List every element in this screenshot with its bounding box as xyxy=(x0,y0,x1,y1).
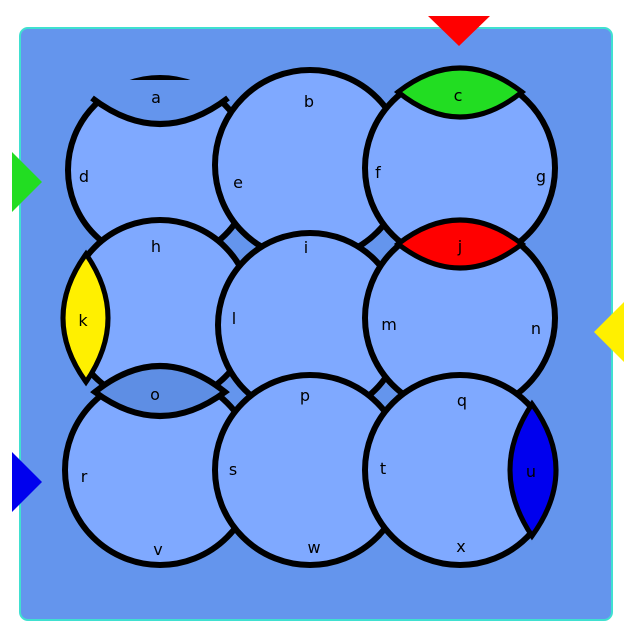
arrow-left-blue[interactable] xyxy=(12,452,42,512)
label-f: f xyxy=(375,163,381,182)
label-n: n xyxy=(531,319,541,338)
label-u: u xyxy=(526,462,536,481)
label-c: c xyxy=(454,86,463,105)
notch-o xyxy=(90,363,230,419)
label-l: l xyxy=(232,309,236,328)
label-x: x xyxy=(456,537,465,556)
label-o: o xyxy=(150,385,160,404)
label-h: h xyxy=(151,237,161,256)
piece-c-green[interactable] xyxy=(393,65,527,120)
label-a: a xyxy=(151,88,161,107)
label-t: t xyxy=(380,459,386,478)
label-q: q xyxy=(457,391,467,410)
arrow-left-green[interactable] xyxy=(12,152,42,212)
label-v: v xyxy=(153,540,162,559)
notch-a-outline xyxy=(90,95,230,127)
piece-j-red[interactable] xyxy=(393,217,527,271)
arrow-top-red[interactable] xyxy=(428,16,490,46)
label-r: r xyxy=(81,467,88,486)
label-b: b xyxy=(304,92,314,111)
label-g: g xyxy=(536,167,546,186)
piece-u-blue[interactable] xyxy=(507,399,559,541)
label-w: w xyxy=(307,538,320,557)
arrow-right-yellow[interactable] xyxy=(594,302,624,362)
label-k: k xyxy=(78,311,88,330)
label-s: s xyxy=(229,460,237,479)
piece-k-yellow[interactable] xyxy=(60,249,111,387)
label-m: m xyxy=(381,315,397,334)
label-i: i xyxy=(304,238,308,257)
label-e: e xyxy=(233,173,243,192)
label-p: p xyxy=(300,386,310,405)
notch-a xyxy=(92,80,228,124)
label-d: d xyxy=(79,167,89,186)
label-j: j xyxy=(457,237,462,256)
